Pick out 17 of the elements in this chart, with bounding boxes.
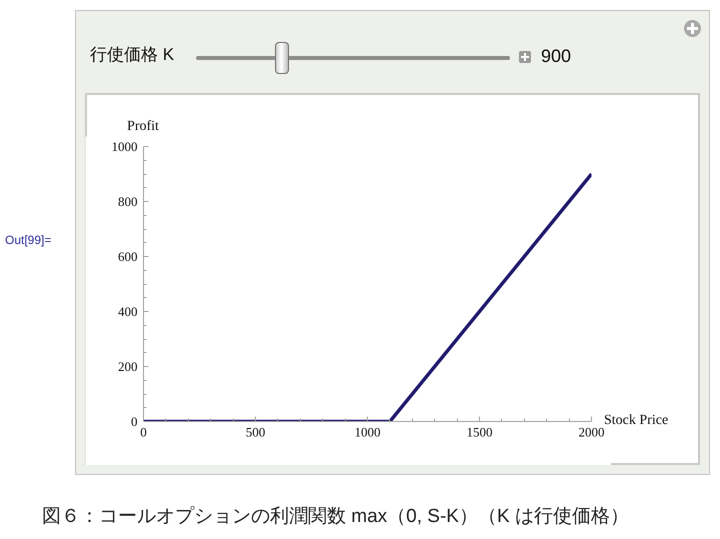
y-tick-label: 200 xyxy=(118,359,138,374)
y-tick-label: 0 xyxy=(131,414,138,429)
text: 900 xyxy=(541,45,572,67)
y-axis-title: Profit xyxy=(127,119,159,135)
text: Out[99]= xyxy=(4,232,52,247)
x-axis-title: Stock Price xyxy=(604,413,668,429)
x-tick-label: 1500 xyxy=(466,424,492,440)
text: 行使価格 K xyxy=(90,44,174,66)
y-tick-label: 400 xyxy=(118,304,138,319)
x-tick-label: 2000 xyxy=(578,424,604,440)
x-tick-label: 1000 xyxy=(354,424,380,440)
x-tick-label: 500 xyxy=(246,424,266,440)
caption: 図６：コールオプションの利潤関数 max（0, S-K）（K は行使価格） xyxy=(41,505,629,529)
y-tick-label: 800 xyxy=(118,194,138,209)
y-tick-label: 600 xyxy=(118,249,138,264)
x-tick-label: 0 xyxy=(140,424,147,440)
y-tick-label: 1000 xyxy=(112,139,138,154)
